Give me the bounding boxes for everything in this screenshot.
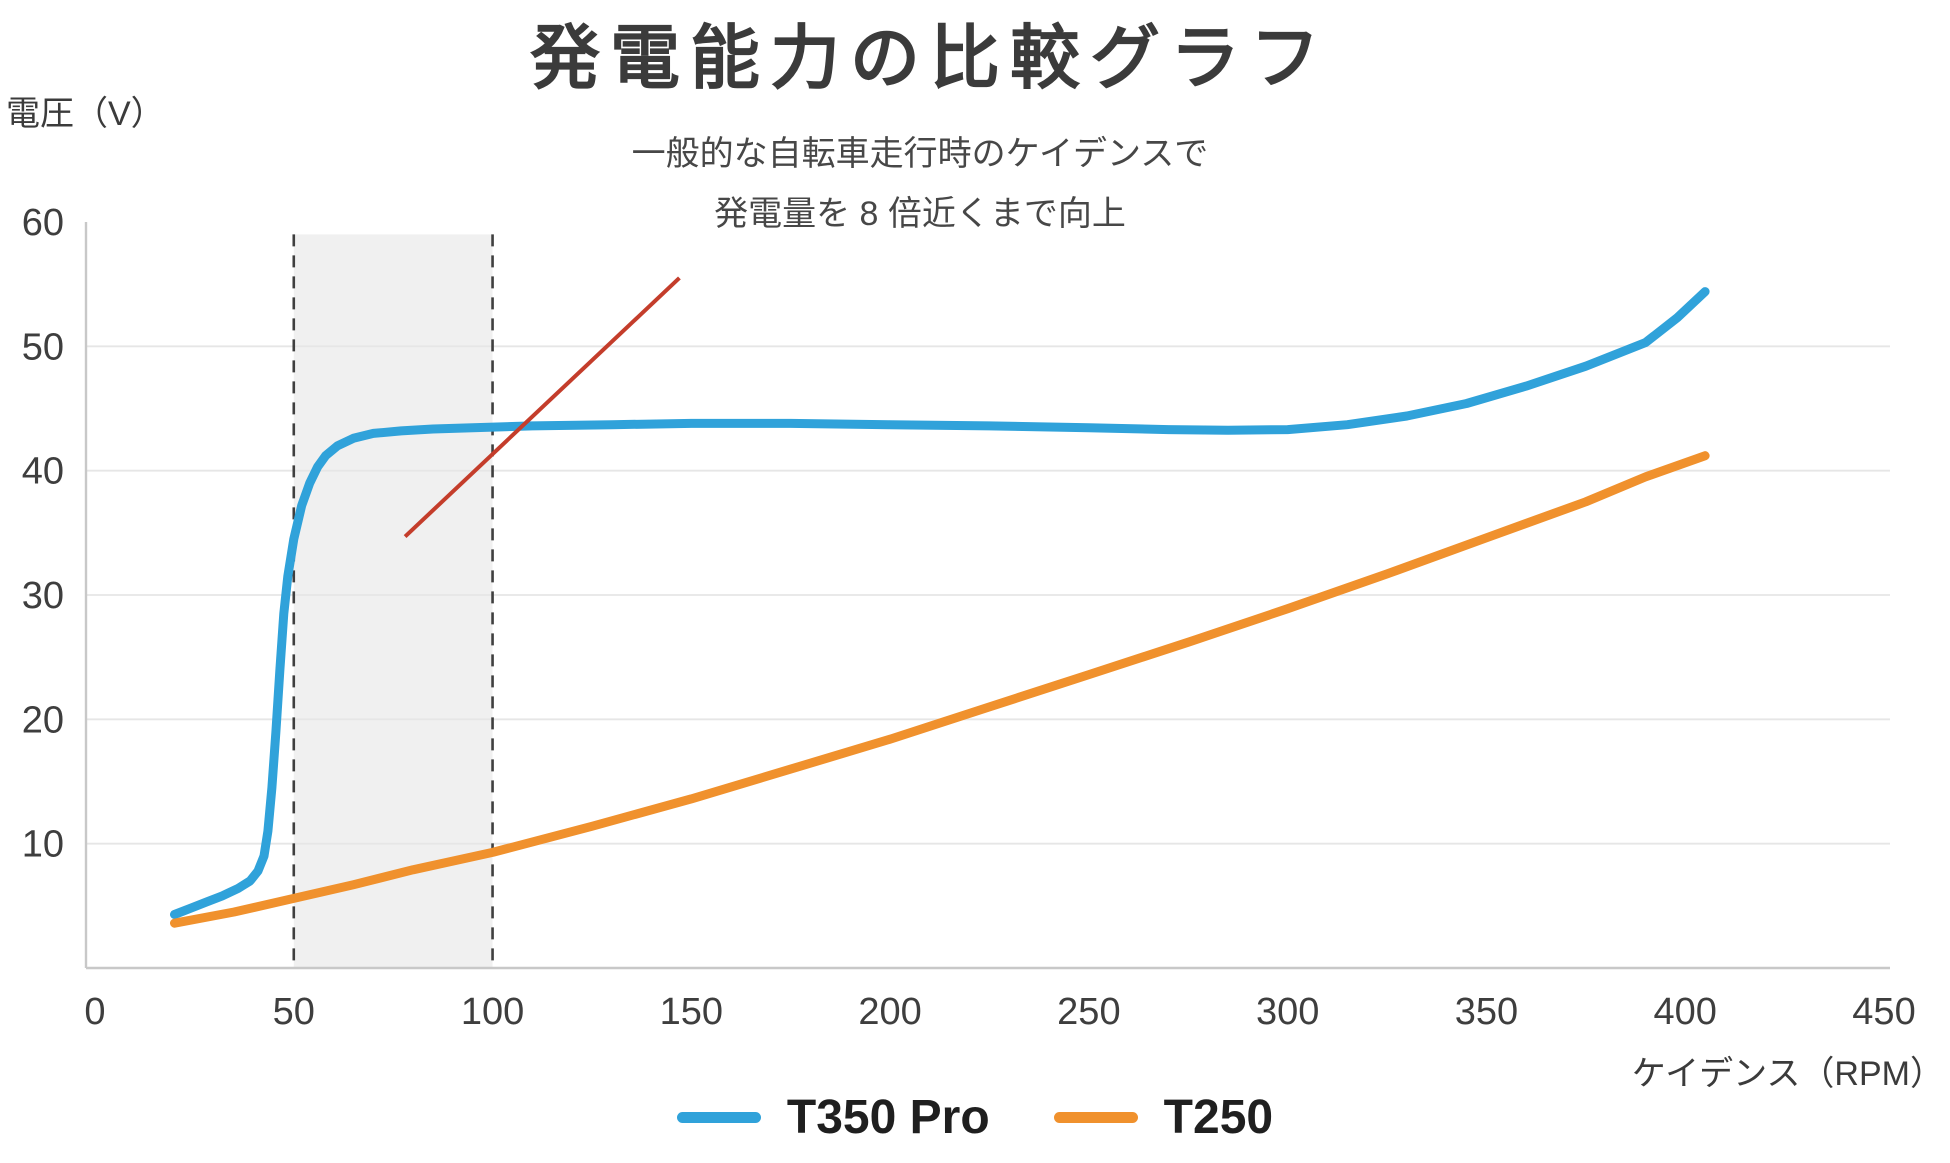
highlight-band <box>293 234 493 968</box>
t350-pro-line-swatch-icon <box>676 1112 761 1123</box>
y-tick-label-30: 30 <box>22 575 64 617</box>
x-tick-label-100: 100 <box>461 991 524 1033</box>
legend-label-t350-pro: T350 Pro <box>786 1091 990 1144</box>
x-tick-label-50: 50 <box>273 991 315 1033</box>
x-tick-label-450: 450 <box>1852 991 1915 1033</box>
y-tick-label-10: 10 <box>22 824 64 866</box>
x-tick-label-300: 300 <box>1256 991 1319 1033</box>
page-title: 発電能力の比較グラフ <box>530 19 1330 97</box>
y-tick-label-60: 60 <box>22 202 64 244</box>
y-axis-title: 電圧（V） <box>6 95 165 133</box>
x-tick-label-400: 400 <box>1654 991 1717 1033</box>
y-tick-label-40: 40 <box>22 451 64 493</box>
x-tick-label-350: 350 <box>1455 991 1518 1033</box>
y-tick-label-20: 20 <box>22 699 64 741</box>
legend-item-t350-pro: T350 Pro <box>676 1090 990 1145</box>
annotation-line-2: 発電量を 8 倍近くまで向上 <box>714 195 1126 233</box>
series-line-t350-pro <box>170 287 1710 919</box>
annotation-text: 一般的な自転車走行時のケイデンスで 発電量を 8 倍近くまで向上 <box>420 124 1420 244</box>
x-tick-label-250: 250 <box>1057 991 1120 1033</box>
x-tick-label-150: 150 <box>660 991 723 1033</box>
legend-label-t250: T250 <box>1163 1091 1274 1144</box>
annotation-pointer-line <box>403 276 681 539</box>
x-tick-label-0: 0 <box>84 991 105 1033</box>
chart-legend: T350 Pro T250 <box>0 1090 1950 1145</box>
x-axis-title: ケイデンス（RPM） <box>1631 1055 1944 1093</box>
y-tick-label-50: 50 <box>22 326 64 368</box>
t250-line-swatch-icon <box>1053 1112 1138 1123</box>
x-tick-label-200: 200 <box>858 991 921 1033</box>
legend-item-t250: T250 <box>1053 1090 1274 1145</box>
annotation-line-1: 一般的な自転車走行時のケイデンスで <box>631 135 1209 173</box>
series-line-t250 <box>170 451 1710 928</box>
